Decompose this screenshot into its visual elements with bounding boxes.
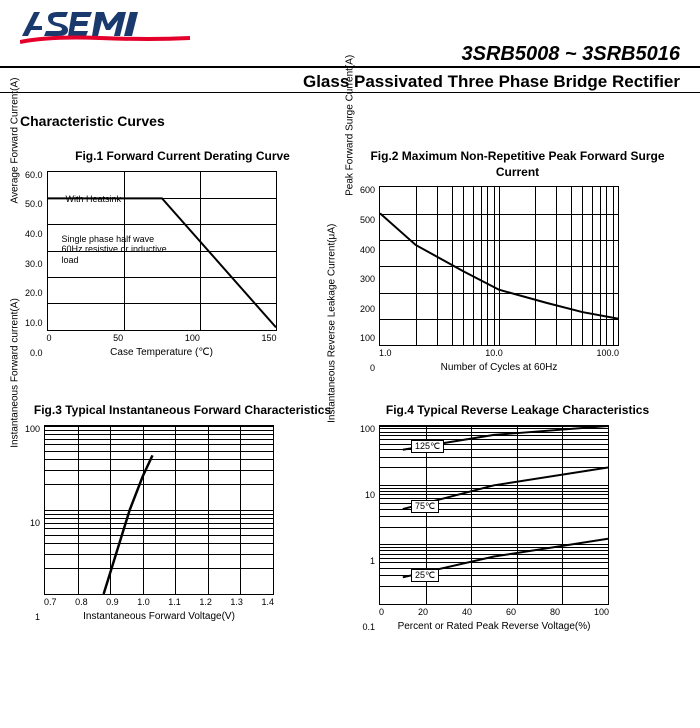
fig2-plot xyxy=(379,186,619,346)
fig1-plot: With HeatsinkSingle phase half wave 60Hz… xyxy=(47,171,277,331)
brand-logo xyxy=(20,8,190,51)
fig3-xticks: 0.70.80.91.01.11.21.31.4 xyxy=(44,597,274,607)
fig4-title: Fig.4 Typical Reverse Leakage Characteri… xyxy=(360,403,675,419)
fig3-chart: Fig.3 Typical Instantaneous Forward Char… xyxy=(25,403,340,632)
fig4-plot: 125℃75℃25℃ xyxy=(379,425,609,605)
fig2-ylabel: Peak Forward Surge Current(A) xyxy=(345,55,356,196)
fig2-xticks: 1.010.0100.0 xyxy=(379,348,619,358)
fig3-xlabel: Instantaneous Forward Voltage(V) xyxy=(44,611,274,622)
fig1-ylabel: Average Forward Current(A) xyxy=(10,78,21,204)
fig2-xlabel: Number of Cycles at 60Hz xyxy=(379,362,619,373)
fig3-yticks: 100101 xyxy=(25,425,44,622)
fig3-title: Fig.3 Typical Instantaneous Forward Char… xyxy=(25,403,340,419)
fig2-chart: Fig.2 Maximum Non-Repetitive Peak Forwar… xyxy=(360,149,675,373)
charts-grid: Fig.1 Forward Current Derating Curve Ave… xyxy=(0,129,700,652)
fig2-yticks: 6005004003002001000 xyxy=(360,186,379,373)
fig1-chart: Fig.1 Forward Current Derating Curve Ave… xyxy=(25,149,340,373)
fig4-xticks: 020406080100 xyxy=(379,607,609,617)
fig2-title: Fig.2 Maximum Non-Repetitive Peak Forwar… xyxy=(360,149,675,180)
fig4-yticks: 1001010.1 xyxy=(360,425,379,632)
fig3-plot xyxy=(44,425,274,595)
fig4-xlabel: Percent or Rated Peak Reverse Voltage(%) xyxy=(379,621,609,632)
fig1-yticks: 60.050.040.030.020.010.00.0 xyxy=(25,171,47,358)
fig4-ylabel: Instantaneous Reverse Leakage Current(μA… xyxy=(327,224,338,423)
fig1-xlabel: Case Temperature (℃) xyxy=(47,347,277,358)
fig3-ylabel: Instantaneous Forward current(A) xyxy=(10,299,21,449)
fig4-chart: Fig.4 Typical Reverse Leakage Characteri… xyxy=(360,403,675,632)
fig1-title: Fig.1 Forward Current Derating Curve xyxy=(25,149,340,165)
fig1-xticks: 050100150 xyxy=(47,333,277,343)
